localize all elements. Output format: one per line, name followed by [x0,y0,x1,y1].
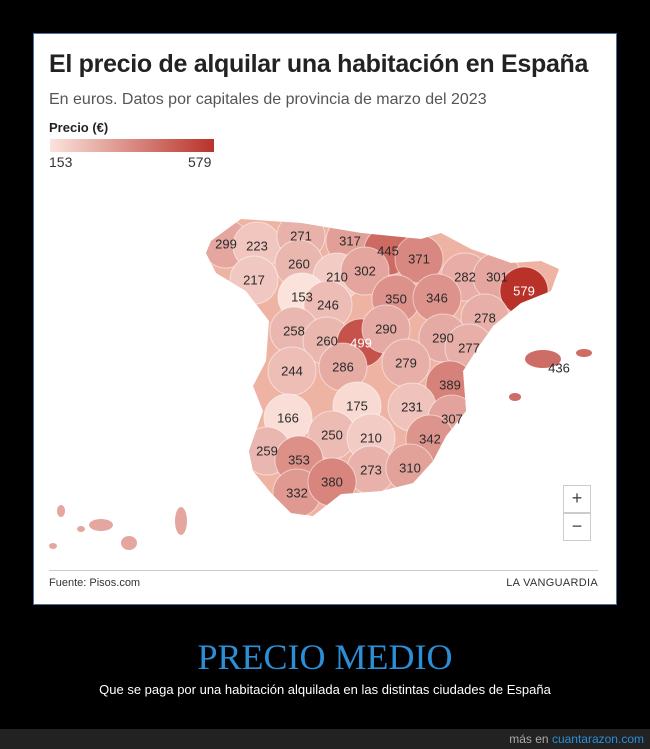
more-prefix: más en [509,732,549,746]
province-value: 436 [548,360,570,376]
legend-min: 153 [49,154,73,170]
province-value: 273 [360,462,382,478]
province-value: 350 [385,291,407,307]
province-value: 259 [256,443,278,459]
province-value: 271 [290,228,312,244]
divider [49,570,598,571]
province-value: 371 [408,251,430,267]
legend-title: Precio (€) [49,120,109,135]
legend-gradient [50,139,214,152]
province-value: 210 [360,430,382,446]
caption-title: PRECIO MEDIO [197,637,453,677]
province-value: 499 [350,335,372,351]
bottom-bar: más en cuantarazon.com [0,729,650,749]
subtitle: En euros. Datos por capitales de provinc… [49,91,487,108]
source: Fuente: Pisos.com [49,577,141,589]
zoom-in-button[interactable]: + [563,485,591,513]
province-value: 342 [419,431,441,447]
province-value: 302 [354,263,376,279]
island[interactable] [121,536,137,550]
island[interactable] [509,393,521,401]
island[interactable] [175,507,187,535]
province-value: 278 [474,310,496,326]
province-region[interactable] [340,246,390,296]
page-title: El precio de alquilar una habitación en … [49,50,589,78]
province-value: 210 [326,269,348,285]
province-value: 299 [215,236,237,252]
caption-subtitle: Que se paga por una habitación alquilada… [99,682,551,697]
province-value: 301 [486,269,508,285]
spain-map[interactable] [34,34,616,604]
province-value: 260 [316,333,338,349]
province-value: 166 [277,410,299,426]
province-value: 332 [286,485,308,501]
province-value: 279 [395,355,417,371]
province-value: 282 [454,269,476,285]
province-value: 310 [399,460,421,476]
province-value: 286 [332,359,354,375]
legend-max: 579 [188,154,212,170]
province-value: 290 [375,321,397,337]
more-link-text: más en cuantarazon.com [509,732,644,746]
province-value: 153 [291,289,313,305]
province-value: 260 [288,256,310,272]
province-value: 175 [346,398,368,414]
province-value: 217 [243,272,265,288]
province-value: 231 [401,399,423,415]
island[interactable] [576,349,592,357]
province-value: 277 [458,340,480,356]
province-value: 223 [246,238,268,254]
map-card: El precio de alquilar una habitación en … [33,33,617,605]
province-value: 380 [321,474,343,490]
island[interactable] [49,543,57,549]
province-value: 317 [339,233,361,249]
province-value: 244 [281,363,303,379]
zoom-out-button[interactable]: − [563,513,591,541]
province-value: 445 [377,243,399,259]
province-value: 353 [288,452,310,468]
island[interactable] [77,526,85,532]
island[interactable] [89,519,113,531]
site-link[interactable]: cuantarazon.com [551,732,644,746]
province-value: 389 [439,377,461,393]
province-value: 290 [432,330,454,346]
island[interactable] [57,505,65,517]
province-value: 307 [441,411,463,427]
province-value: 346 [426,290,448,306]
province-value: 579 [513,283,535,299]
province-value: 250 [321,427,343,443]
province-value: 246 [317,297,339,313]
province-value: 258 [283,323,305,339]
island[interactable] [525,350,561,368]
brand: LA VANGUARDIA [506,577,598,589]
